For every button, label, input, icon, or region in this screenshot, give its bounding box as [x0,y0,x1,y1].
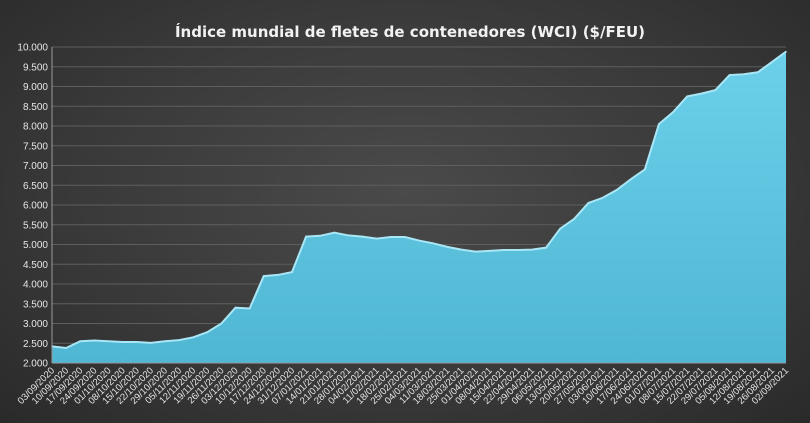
data-point [658,123,660,125]
data-point [418,239,420,242]
data-point [714,89,717,91]
data-point [135,341,138,343]
data-point [389,236,392,238]
data-point [333,231,336,234]
area-series [51,50,787,364]
data-point [220,322,223,325]
y-tick-label: 5.000 [23,240,48,251]
area-fill [52,51,786,364]
data-point [644,168,646,171]
data-point [65,347,67,349]
data-point [361,235,364,238]
y-tick-label: 2.000 [23,359,48,370]
y-tick-label: 2.500 [23,339,48,350]
data-point [375,237,378,240]
data-point [785,50,787,53]
data-point [446,246,449,248]
data-point [192,336,194,339]
y-tick-label: 3.000 [23,319,48,330]
y-tick-label: 9.500 [23,62,48,73]
data-point [164,340,166,343]
data-point [686,95,688,98]
y-tick-label: 4.000 [23,280,48,291]
data-point [728,74,731,76]
data-point [178,339,180,341]
data-point [404,236,406,238]
data-point [150,342,152,344]
data-point [700,92,703,95]
y-tick-label: 10.000 [17,43,48,54]
data-point [756,71,759,74]
y-tick-labels: 2.000 2.500 3.000 3.500 4.000 4.500 5.000 5.500… [17,43,48,370]
y-tick-label: 6.000 [23,201,48,212]
y-tick-label: 6.500 [23,181,48,192]
data-point [502,249,505,251]
data-point [615,189,618,191]
data-point [432,242,434,245]
data-point [262,275,265,277]
data-point [206,331,209,333]
data-point [517,249,519,251]
data-point [545,246,547,249]
data-point [234,306,237,309]
data-point [291,271,293,273]
data-point [460,248,463,251]
data-point [672,111,674,113]
data-point [771,61,773,63]
data-point [319,235,321,237]
chart-title: Índice mundial de fletes de contenedores… [175,22,645,41]
y-tick-label: 4.500 [23,260,48,271]
data-point [121,341,124,343]
data-point [305,235,307,238]
data-point [107,340,110,343]
y-tick-label: 7.000 [23,161,48,172]
data-point [488,250,491,252]
data-point [531,248,533,251]
data-point [559,227,561,230]
data-point [573,218,576,220]
y-tick-label: 8.000 [23,122,48,133]
data-point [629,178,632,181]
data-point [248,307,251,310]
y-tick-label: 5.500 [23,220,48,231]
data-point [474,250,477,253]
data-point [79,340,82,343]
data-point [587,202,590,204]
data-point [601,197,604,199]
data-point [742,73,745,76]
y-tick-label: 8.500 [23,102,48,113]
y-tick-label: 9.000 [23,82,48,93]
data-point [277,274,279,276]
x-tick-labels: 03/09/202010/09/202017/09/202024/09/2020… [16,365,791,406]
y-tick-label: 7.500 [23,141,48,152]
data-point [93,339,96,342]
data-point [347,234,350,237]
y-tick-label: 3.500 [23,299,48,310]
